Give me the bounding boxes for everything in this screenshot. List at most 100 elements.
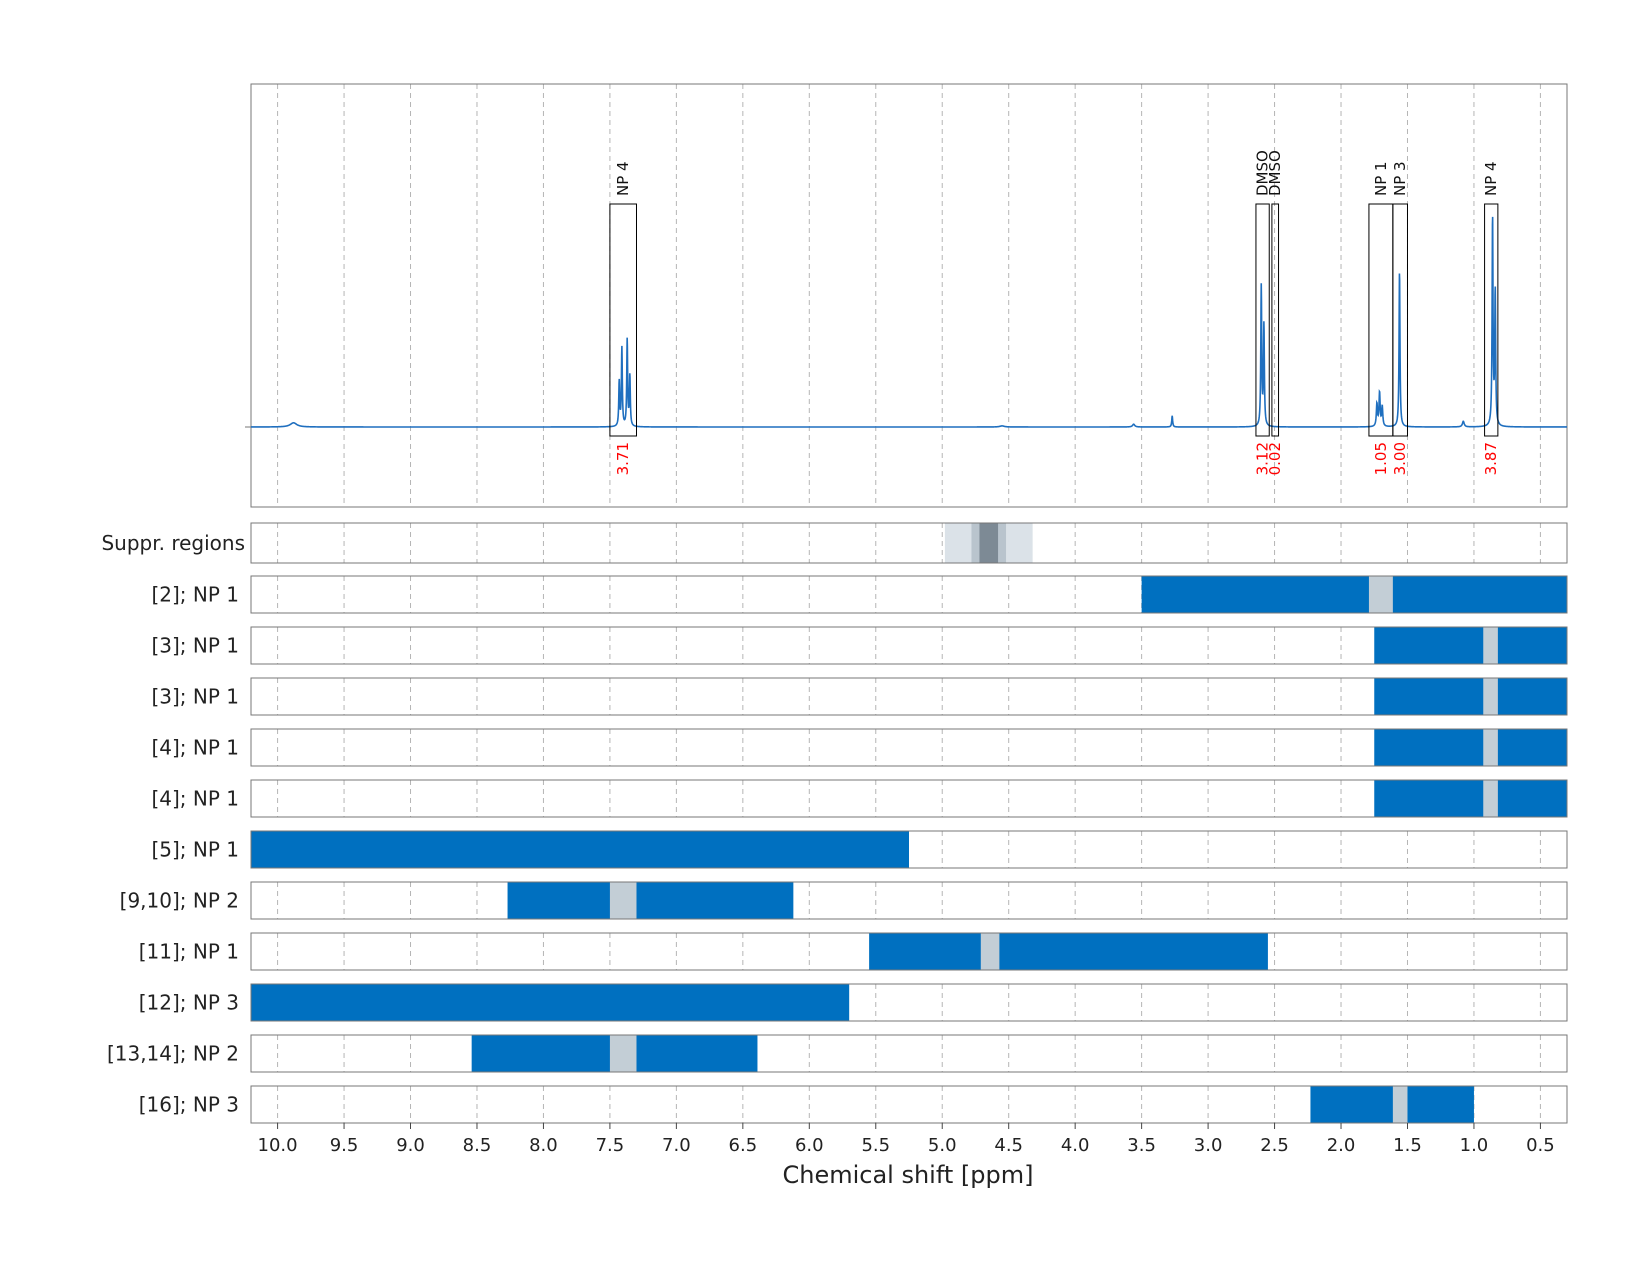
- row-label: [9,10]; NP 2: [120, 889, 239, 913]
- x-tick-label: 8.0: [529, 1135, 558, 1156]
- region-bar: [1310, 1086, 1474, 1123]
- region-gap: [1483, 729, 1498, 766]
- region-bar: [869, 933, 1268, 970]
- row-label: [13,14]; NP 2: [107, 1042, 239, 1066]
- row-label: [16]; NP 3: [139, 1093, 239, 1117]
- region-gap: [1483, 780, 1498, 817]
- x-axis: 10.0 9.5 9.0 8.5 8.0 7.5 7.0 6.5 6.0 5.5 5.0 4.5 4.0…: [251, 1122, 1567, 1156]
- x-tick-label: 4.5: [994, 1135, 1023, 1156]
- integral-label: 3.00: [1391, 442, 1409, 475]
- region-bar: [1141, 576, 1567, 613]
- peak-box: [1484, 203, 1499, 437]
- region-rows: [2]; NP 1 [3]; NP 1 [3]; NP 1 [4]; NP 1 [4];…: [107, 575, 1568, 1124]
- row-frame: [250, 830, 1568, 869]
- peak-box: [1255, 203, 1270, 437]
- peak-box: [1271, 203, 1280, 437]
- x-tick-label: 10.0: [258, 1135, 298, 1156]
- x-tick-label: 7.5: [596, 1135, 625, 1156]
- region-gap: [609, 1035, 637, 1072]
- region-gap: [1392, 1086, 1408, 1123]
- x-tick-label: 2.5: [1260, 1135, 1289, 1156]
- suppression-label: Suppr. regions: [101, 531, 245, 555]
- peak-label: NP 1: [1372, 161, 1390, 196]
- peak-label: NP 3: [1391, 161, 1409, 196]
- integral-label: 3.12: [1254, 442, 1272, 475]
- x-tick-label: 5.0: [928, 1135, 957, 1156]
- peak-box: [1368, 203, 1394, 437]
- row-frame: [250, 575, 1568, 614]
- peak-label: NP 4: [614, 161, 632, 196]
- region-gap: [609, 882, 637, 919]
- x-tick-label: 9.0: [396, 1135, 425, 1156]
- region-row: [2]; NP 1: [151, 575, 1568, 614]
- integral-label: 0.02: [1266, 442, 1284, 475]
- row-label: [4]; NP 1: [151, 787, 239, 811]
- x-tick-label: 3.0: [1194, 1135, 1223, 1156]
- region-row: [3]; NP 1: [151, 677, 1568, 716]
- integral-label: 3.87: [1482, 442, 1500, 475]
- spectrum-frame: [250, 83, 1568, 508]
- region-gap: [1368, 576, 1393, 613]
- row-label: [3]; NP 1: [151, 685, 239, 709]
- region-row: [3]; NP 1: [151, 626, 1568, 665]
- peak-label: DMSO: [1254, 150, 1272, 196]
- x-axis-label: Chemical shift [ppm]: [782, 1161, 1033, 1189]
- row-frame: [250, 881, 1568, 920]
- x-tick-label: 3.5: [1127, 1135, 1156, 1156]
- peak-box: [1392, 203, 1408, 437]
- region-bar: [1374, 729, 1567, 766]
- row-label: [2]; NP 1: [151, 583, 239, 607]
- x-tick-label: 1.5: [1393, 1135, 1422, 1156]
- suppression-band: [979, 523, 999, 563]
- row-frame: [250, 1034, 1568, 1073]
- region-row: [13,14]; NP 2: [107, 1034, 1568, 1073]
- region-bar: [251, 984, 850, 1021]
- row-frame: [250, 779, 1568, 818]
- row-frame: [250, 983, 1568, 1022]
- x-tick-label: 0.5: [1526, 1135, 1555, 1156]
- integral-label: 1.05: [1372, 442, 1390, 475]
- region-bar: [251, 831, 909, 868]
- spectrum-line: [251, 216, 1567, 428]
- peak-label: NP 4: [1482, 161, 1500, 196]
- region-row: [4]; NP 1: [151, 728, 1568, 767]
- region-gap: [1483, 627, 1498, 664]
- region-bar: [1374, 678, 1567, 715]
- row-label: [11]; NP 1: [139, 940, 239, 964]
- x-tick-label: 4.0: [1061, 1135, 1090, 1156]
- peak-box: [609, 203, 637, 437]
- region-row: [9,10]; NP 2: [120, 881, 1568, 920]
- peak-label: DMSO: [1266, 150, 1284, 196]
- region-gap: [980, 933, 1000, 970]
- region-row: [11]; NP 1: [139, 932, 1568, 971]
- region-bar: [507, 882, 794, 919]
- region-row: [4]; NP 1: [151, 779, 1568, 818]
- x-tick-label: 5.5: [861, 1135, 890, 1156]
- region-row: [5]; NP 1: [151, 830, 1568, 869]
- spectrum-panel: NP 4 3.71 DMSO 3.12 DMSO 0.02 NP 1 1.05 NP 3 3.00…: [245, 83, 1568, 508]
- region-bar: [1374, 780, 1567, 817]
- row-frame: [250, 677, 1568, 716]
- row-frame: [250, 932, 1568, 971]
- integral-label: 3.71: [614, 442, 632, 475]
- x-tick-label: 1.0: [1460, 1135, 1489, 1156]
- region-gap: [1483, 678, 1498, 715]
- x-tick-label: 6.0: [795, 1135, 824, 1156]
- x-tick-label: 7.0: [662, 1135, 691, 1156]
- row-label: [5]; NP 1: [151, 838, 239, 862]
- row-label: [3]; NP 1: [151, 634, 239, 658]
- row-frame: [250, 728, 1568, 767]
- region-row: [12]; NP 3: [139, 983, 1568, 1022]
- region-bar: [1374, 627, 1567, 664]
- row-label: [12]; NP 3: [139, 991, 239, 1015]
- region-row: [16]; NP 3: [139, 1085, 1568, 1124]
- suppression-frame: [250, 522, 1568, 564]
- row-frame: [250, 626, 1568, 665]
- x-tick-label: 6.5: [729, 1135, 758, 1156]
- x-tick-label: 8.5: [463, 1135, 492, 1156]
- row-label: [4]; NP 1: [151, 736, 239, 760]
- suppression-panel: Suppr. regions: [101, 522, 1568, 564]
- x-tick-label: 9.5: [330, 1135, 359, 1156]
- x-tick-label: 2.0: [1327, 1135, 1356, 1156]
